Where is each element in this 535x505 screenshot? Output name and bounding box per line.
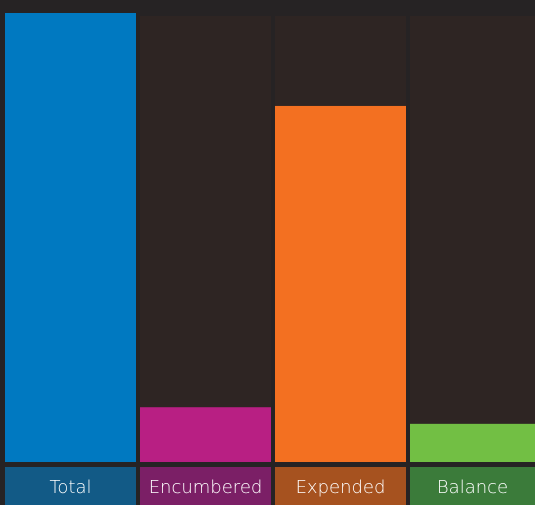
bar xyxy=(410,423,535,462)
bar xyxy=(140,407,271,462)
bar-track xyxy=(140,16,271,462)
category-label: Balance xyxy=(437,477,508,498)
label-box xyxy=(5,467,136,505)
bar-track xyxy=(410,16,535,462)
category-label: Encumbered xyxy=(149,477,263,498)
label-box xyxy=(275,467,406,505)
bar xyxy=(5,13,136,462)
label-box xyxy=(410,467,535,505)
category-label: Total xyxy=(49,477,91,498)
bar xyxy=(275,105,406,463)
label-box xyxy=(140,467,271,505)
category-label: Expended xyxy=(296,477,386,498)
